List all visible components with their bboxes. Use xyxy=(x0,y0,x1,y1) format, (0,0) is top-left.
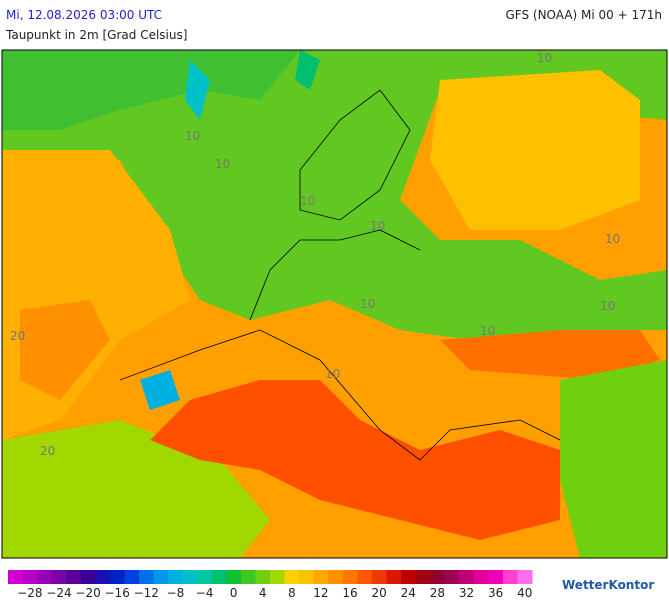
contour-label: 10 xyxy=(605,232,620,246)
legend-label: −12 xyxy=(134,586,159,600)
contour-label: 10 xyxy=(325,367,340,381)
contour-label: 10 xyxy=(480,324,495,338)
legend-swatch xyxy=(51,570,67,584)
legend-swatch xyxy=(371,570,387,584)
legend-label: 24 xyxy=(401,586,416,600)
legend-label: 36 xyxy=(488,586,503,600)
legend-swatch xyxy=(517,570,533,584)
legend-swatch xyxy=(95,570,111,584)
contour-label: 20 xyxy=(10,329,25,343)
legend-label: 0 xyxy=(230,586,238,600)
contour-label: 10 xyxy=(600,299,615,313)
legend-swatch xyxy=(211,570,227,584)
legend-swatch xyxy=(357,570,373,584)
map-frame xyxy=(1,49,668,559)
legend-swatch xyxy=(37,570,53,584)
legend-swatch xyxy=(473,570,489,584)
legend-label: 28 xyxy=(430,586,445,600)
legend-label: 32 xyxy=(459,586,474,600)
legend-swatch xyxy=(182,570,198,584)
legend-swatch xyxy=(401,570,417,584)
legend-swatch xyxy=(430,570,446,584)
legend-swatch xyxy=(284,570,300,584)
subtitle: Taupunkt in 2m [Grad Celsius] xyxy=(5,28,187,42)
legend-swatch xyxy=(299,570,315,584)
legend-swatch xyxy=(313,570,329,584)
legend-swatch xyxy=(255,570,271,584)
legend-label: 16 xyxy=(342,586,357,600)
legend-swatch xyxy=(66,570,82,584)
legend-label: 8 xyxy=(288,586,296,600)
legend-swatch xyxy=(270,570,286,584)
contour-label: 10 xyxy=(300,194,315,208)
legend-swatch xyxy=(139,570,155,584)
legend-swatch xyxy=(168,570,184,584)
legend-label: 12 xyxy=(313,586,328,600)
legend-swatch xyxy=(488,570,504,584)
legend-swatch xyxy=(415,570,431,584)
contour-label: 10 xyxy=(370,219,385,233)
legend-swatch xyxy=(342,570,358,584)
date: Mi, 12.08.2026 03:00 UTC xyxy=(6,8,162,22)
legend-swatch xyxy=(80,570,96,584)
legend-swatch xyxy=(459,570,475,584)
legend-label: 40 xyxy=(517,586,532,600)
legend-label: 20 xyxy=(372,586,387,600)
contour-label: 10 xyxy=(360,297,375,311)
legend-swatch xyxy=(444,570,460,584)
legend-label: −28 xyxy=(17,586,42,600)
brand: WetterKontor xyxy=(562,578,654,592)
legend-label: −20 xyxy=(75,586,100,600)
legend-swatch xyxy=(124,570,140,584)
legend-label: 4 xyxy=(259,586,267,600)
legend-swatch xyxy=(22,570,38,584)
contour-label: 10 xyxy=(185,129,200,143)
legend-swatch xyxy=(240,570,256,584)
map xyxy=(1,49,668,559)
legend-swatch xyxy=(226,570,242,584)
legend-swatch xyxy=(109,570,125,584)
legend-label: −4 xyxy=(196,586,214,600)
contour-label: 10 xyxy=(537,51,552,65)
model: GFS (NOAA) Mi 00 + 171h xyxy=(505,8,662,22)
legend-swatch xyxy=(328,570,344,584)
legend-label: −16 xyxy=(105,586,130,600)
legend-swatch xyxy=(197,570,213,584)
map-labels: 10 10 10 10 10 10 10 10 10 10 20 20 xyxy=(10,51,620,458)
legend-swatch xyxy=(502,570,518,584)
legend-label: −24 xyxy=(46,586,71,600)
legend-swatch xyxy=(386,570,402,584)
legend: −28 −24 −20 −16 −12 −8 −4 0 4 8 12 16 20 24 28 32 36 40 xyxy=(8,570,533,600)
contour-label: 10 xyxy=(215,157,230,171)
legend-swatch xyxy=(8,570,24,584)
contour-label: 20 xyxy=(40,444,55,458)
legend-label: −8 xyxy=(167,586,185,600)
legend-swatch xyxy=(153,570,169,584)
